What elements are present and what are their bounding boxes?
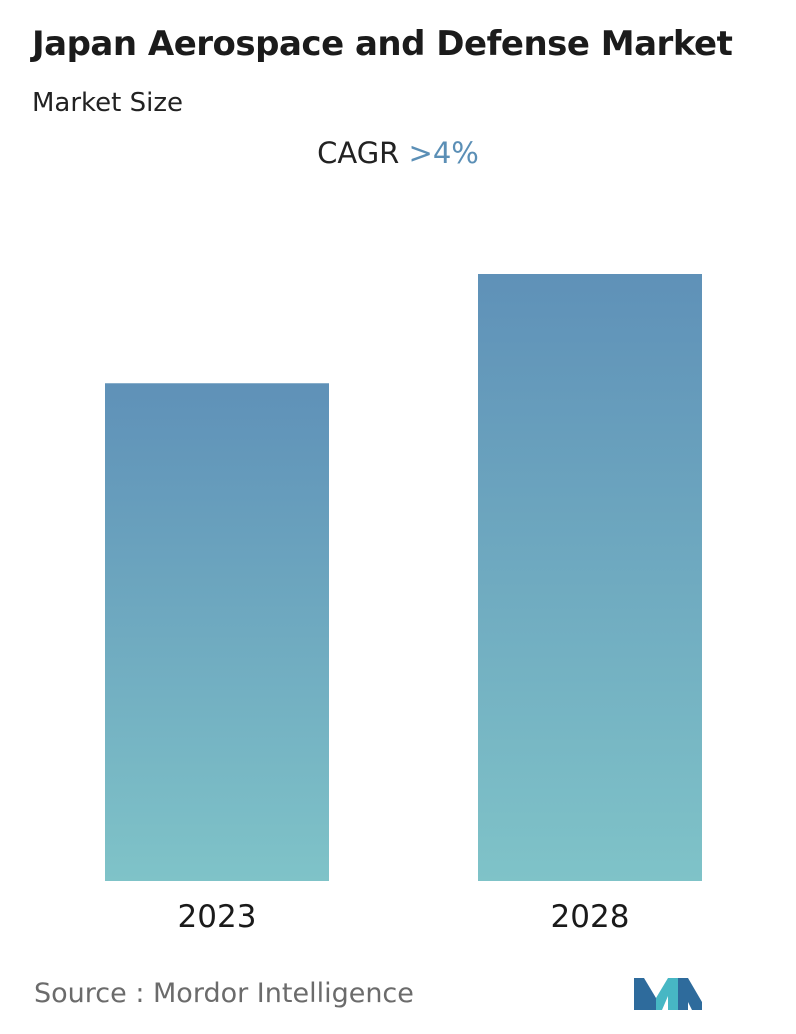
x-tick-label-2023: 2023 bbox=[178, 899, 257, 935]
chart-subtitle: Market Size bbox=[32, 88, 184, 118]
chart-title: Japan Aerospace and Defense Market bbox=[32, 24, 733, 64]
cagr-annotation: CAGR >4% bbox=[0, 136, 796, 170]
x-tick-labels: 2023 2028 bbox=[178, 899, 630, 935]
cagr-value: >4% bbox=[408, 136, 479, 170]
x-tick-label-2028: 2028 bbox=[551, 899, 630, 935]
source-label: Source : bbox=[34, 978, 145, 1009]
cagr-label: CAGR bbox=[317, 136, 400, 170]
bars-group bbox=[105, 274, 702, 881]
source-name: Mordor Intelligence bbox=[153, 978, 414, 1009]
bar-2023 bbox=[105, 383, 329, 881]
bar-2028 bbox=[478, 274, 702, 881]
mordor-intelligence-logo-icon bbox=[634, 978, 702, 1010]
source-footer: Source : Mordor Intelligence bbox=[34, 978, 414, 1009]
